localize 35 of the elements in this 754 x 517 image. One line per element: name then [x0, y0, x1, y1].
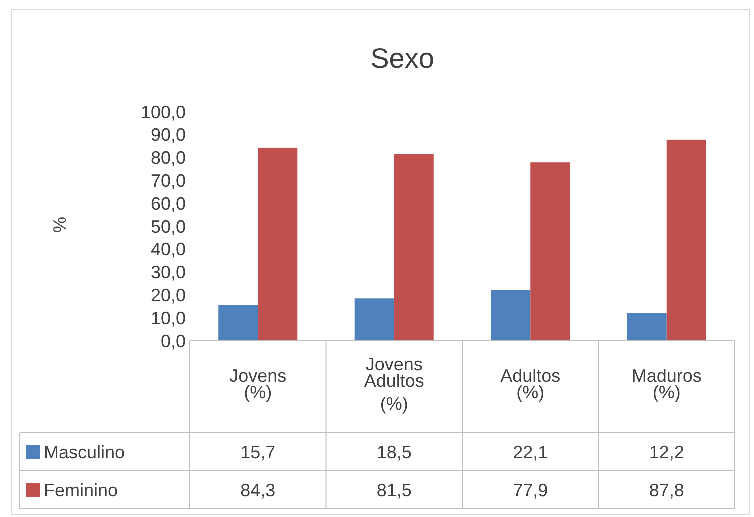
bar — [394, 154, 434, 341]
data-label: 15,7 — [240, 442, 276, 462]
y-tick-label: 30,0 — [150, 262, 186, 283]
y-tick-label: 90,0 — [150, 125, 186, 146]
data-label: 87,8 — [649, 480, 684, 500]
y-tick-label: 100,0 — [140, 102, 186, 122]
y-tick-label: 40,0 — [150, 240, 186, 260]
bar — [218, 305, 258, 341]
data-label: 12,2 — [649, 442, 684, 462]
y-tick-label: 80,0 — [150, 148, 186, 168]
y-tick-label: 10,0 — [150, 308, 186, 328]
y-tick-label: 0,0 — [160, 331, 186, 352]
data-label: 84,3 — [240, 480, 276, 500]
y-tick-label: 60,0 — [150, 194, 186, 214]
data-label: 22,1 — [513, 442, 548, 462]
y-axis-title: % — [50, 216, 70, 234]
data-label: 81,5 — [376, 480, 412, 500]
bar — [627, 313, 667, 341]
bar — [666, 140, 706, 341]
bar — [258, 148, 298, 341]
data-label: 77,9 — [513, 480, 548, 500]
bar — [530, 162, 570, 341]
y-tick-label: 70,0 — [150, 171, 186, 191]
x-tick-label: Adultos (%) — [500, 366, 561, 402]
x-tick-label: Maduros (%) — [632, 366, 702, 402]
x-tick-label: Jovens Adultos (%) — [364, 354, 424, 414]
bar — [354, 298, 394, 341]
chart-title: Sexo — [370, 43, 434, 74]
data-label: 18,5 — [376, 442, 412, 462]
legend-label: Masculino — [44, 442, 126, 462]
x-tick-label: Jovens (%) — [230, 366, 287, 402]
bar — [491, 290, 531, 341]
legend-label: Feminino — [44, 480, 118, 500]
y-tick-label: 50,0 — [150, 216, 186, 237]
y-tick-label: 20,0 — [150, 286, 186, 306]
